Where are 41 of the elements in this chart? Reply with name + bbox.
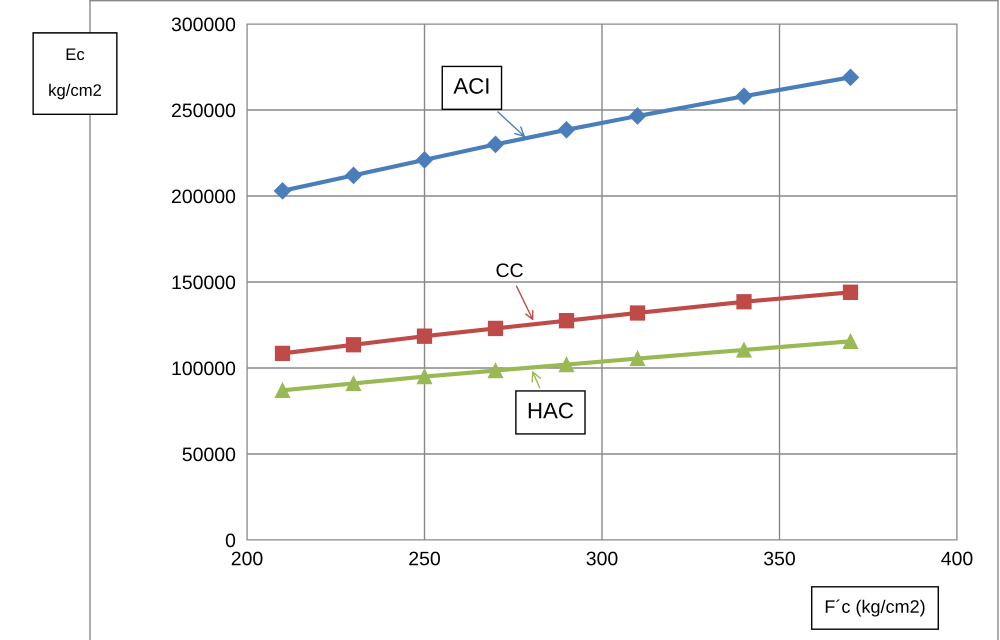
y-tick-label: 300000 — [172, 17, 236, 32]
x-tick-label: 300 — [586, 552, 618, 566]
point — [558, 313, 574, 328]
y-tick-label: 200000 — [172, 189, 236, 204]
point — [558, 356, 574, 372]
point — [558, 121, 576, 138]
point — [346, 337, 362, 352]
annotation: HAC — [528, 402, 574, 418]
point — [628, 107, 646, 125]
point — [630, 305, 646, 321]
y-tick-label: 50000 — [182, 447, 236, 462]
x-tick-label: 250 — [409, 552, 440, 566]
point — [416, 328, 432, 344]
point — [346, 376, 362, 392]
point — [488, 320, 504, 336]
x-axis-title: F´c (kg/cm2) — [826, 599, 925, 617]
y-tick-label: 150000 — [172, 275, 236, 290]
annotation: CC — [496, 263, 523, 278]
point — [842, 334, 858, 349]
point — [735, 88, 753, 105]
point — [416, 368, 432, 384]
x-tick-label: 200 — [232, 552, 262, 566]
y-tick-label: 0 — [226, 533, 236, 548]
y-tick-label: 100000 — [172, 361, 236, 376]
x-tick-label: 400 — [941, 552, 972, 566]
y-tick-label: 250000 — [172, 103, 236, 118]
point — [344, 166, 362, 184]
point — [486, 136, 504, 153]
point — [274, 382, 290, 398]
point — [842, 68, 860, 86]
text: Ec kg/cm2 — [49, 48, 102, 100]
point — [274, 346, 290, 362]
point — [488, 362, 504, 378]
point — [274, 182, 292, 200]
annotation: ACI — [453, 78, 488, 94]
point — [630, 350, 646, 366]
point — [736, 342, 752, 358]
point — [842, 284, 858, 300]
point — [416, 151, 434, 168]
point — [736, 294, 752, 310]
x-tick-label: 350 — [764, 552, 795, 566]
